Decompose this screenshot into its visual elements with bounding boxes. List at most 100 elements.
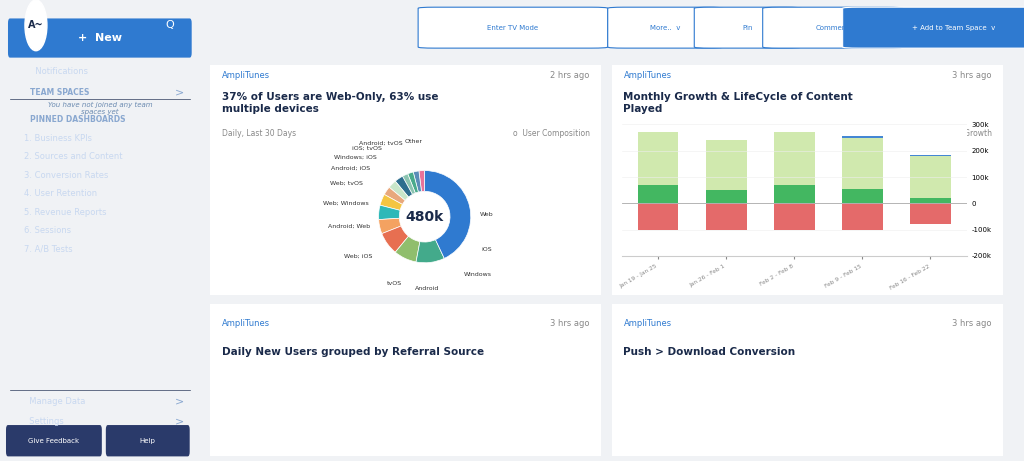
Legend: New Users, Current Users: New Users, Current Users xyxy=(746,314,876,325)
Text: TEAM SPACES: TEAM SPACES xyxy=(30,88,89,97)
FancyBboxPatch shape xyxy=(105,425,189,456)
Text: 480k: 480k xyxy=(406,210,443,224)
Text: Monthly Growth & LifeCycle of Content
Played: Monthly Growth & LifeCycle of Content Pl… xyxy=(624,92,853,114)
Bar xyxy=(842,203,883,230)
Text: + Add to Team Space  v: + Add to Team Space v xyxy=(912,24,995,31)
Text: Daily, Last 30 Days: Daily, Last 30 Days xyxy=(624,129,697,138)
Text: 6. Sessions: 6. Sessions xyxy=(24,226,71,235)
Text: PINNED DASHBOARDS: PINNED DASHBOARDS xyxy=(30,115,126,124)
Text: Android; Web: Android; Web xyxy=(328,224,370,228)
Wedge shape xyxy=(379,218,401,234)
Text: Web; tvOS: Web; tvOS xyxy=(330,181,362,186)
Wedge shape xyxy=(416,240,444,263)
Wedge shape xyxy=(419,171,425,191)
Text: AmpliTunes: AmpliTunes xyxy=(221,319,269,329)
Text: Daily New Users grouped by Referral Source: Daily New Users grouped by Referral Sour… xyxy=(221,347,483,357)
Text: AmpliTunes: AmpliTunes xyxy=(624,319,672,329)
Text: Android; iOS: Android; iOS xyxy=(332,166,371,171)
Text: Web; iOS: Web; iOS xyxy=(344,254,372,258)
FancyBboxPatch shape xyxy=(206,303,605,458)
Bar xyxy=(638,132,679,185)
Text: Push > Download Conversion: Push > Download Conversion xyxy=(624,347,796,357)
Bar xyxy=(842,136,883,137)
Wedge shape xyxy=(380,195,402,210)
Text: Daily, Last 30 Days: Daily, Last 30 Days xyxy=(221,129,296,138)
Text: o  User Composition: o User Composition xyxy=(513,129,590,138)
FancyBboxPatch shape xyxy=(607,7,723,48)
Text: Windows: Windows xyxy=(464,272,492,277)
Text: Give Feedback: Give Feedback xyxy=(29,437,80,444)
Text: 7. A/B Tests: 7. A/B Tests xyxy=(24,244,73,254)
Text: 1. Business KPIs: 1. Business KPIs xyxy=(24,134,92,143)
Text: ^  Growth: ^ Growth xyxy=(952,129,991,138)
Bar xyxy=(910,203,951,225)
FancyBboxPatch shape xyxy=(8,18,191,58)
Text: Other: Other xyxy=(404,140,422,144)
FancyBboxPatch shape xyxy=(843,7,1024,48)
Text: 3. Conversion Rates: 3. Conversion Rates xyxy=(24,171,109,180)
Wedge shape xyxy=(414,171,422,192)
Text: Windows; iOS: Windows; iOS xyxy=(334,155,377,160)
Text: tvOS: tvOS xyxy=(387,281,402,286)
Wedge shape xyxy=(408,172,419,193)
Bar xyxy=(706,190,746,203)
Bar xyxy=(842,189,883,203)
Text: A~: A~ xyxy=(28,20,44,30)
Text: Android; tvOS: Android; tvOS xyxy=(359,141,402,145)
Text: >: > xyxy=(175,396,184,406)
Bar xyxy=(842,137,883,189)
Text: >: > xyxy=(175,87,184,97)
Bar xyxy=(774,203,815,230)
FancyBboxPatch shape xyxy=(418,7,607,48)
Text: Pin: Pin xyxy=(742,24,753,31)
Bar xyxy=(774,132,815,185)
Wedge shape xyxy=(425,171,471,258)
Bar xyxy=(706,203,746,230)
FancyBboxPatch shape xyxy=(763,7,903,48)
Text: +  New: + New xyxy=(78,33,122,43)
Text: You have not joined any team
spaces yet: You have not joined any team spaces yet xyxy=(47,102,153,115)
Text: Comment: Comment xyxy=(816,24,850,31)
Text: Web: Web xyxy=(480,212,494,217)
Bar xyxy=(774,185,815,203)
FancyBboxPatch shape xyxy=(6,425,101,456)
Text: iOS: iOS xyxy=(481,248,493,252)
Wedge shape xyxy=(395,236,420,262)
Text: Android: Android xyxy=(415,286,439,290)
Wedge shape xyxy=(384,187,406,205)
Text: Enter TV Mode: Enter TV Mode xyxy=(487,24,539,31)
Text: More..  v: More.. v xyxy=(650,24,681,31)
Text: 2. Sources and Content: 2. Sources and Content xyxy=(24,152,123,161)
Text: 2 hrs ago: 2 hrs ago xyxy=(550,71,590,81)
Bar xyxy=(638,185,679,203)
Text: iOS; tvOS: iOS; tvOS xyxy=(352,146,382,151)
Text: AmpliTunes: AmpliTunes xyxy=(624,71,672,81)
Text: AmpliTunes: AmpliTunes xyxy=(221,71,269,81)
Wedge shape xyxy=(382,226,409,252)
Bar xyxy=(910,156,951,198)
Text: Settings: Settings xyxy=(24,417,63,426)
Text: Notifications: Notifications xyxy=(30,67,88,76)
Text: 3 hrs ago: 3 hrs ago xyxy=(952,71,991,81)
Bar xyxy=(910,198,951,203)
FancyBboxPatch shape xyxy=(608,62,1008,297)
Wedge shape xyxy=(379,205,400,219)
Text: 3 hrs ago: 3 hrs ago xyxy=(550,319,590,329)
Text: Web; Windows: Web; Windows xyxy=(324,201,370,205)
Bar xyxy=(706,140,746,190)
Text: 37% of Users are Web-Only, 63% use
multiple devices: 37% of Users are Web-Only, 63% use multi… xyxy=(221,92,438,114)
Wedge shape xyxy=(402,174,416,195)
FancyBboxPatch shape xyxy=(206,62,605,297)
Bar xyxy=(638,203,679,230)
Text: Q: Q xyxy=(165,20,174,30)
Text: >: > xyxy=(175,417,184,427)
Text: 3 hrs ago: 3 hrs ago xyxy=(952,319,991,329)
Wedge shape xyxy=(395,176,413,197)
Wedge shape xyxy=(389,181,409,201)
Circle shape xyxy=(25,0,47,51)
Text: Help: Help xyxy=(140,437,156,444)
FancyBboxPatch shape xyxy=(608,303,1008,458)
Bar xyxy=(910,155,951,156)
Text: 4. User Retention: 4. User Retention xyxy=(24,189,97,198)
Text: Manage Data: Manage Data xyxy=(24,396,85,406)
